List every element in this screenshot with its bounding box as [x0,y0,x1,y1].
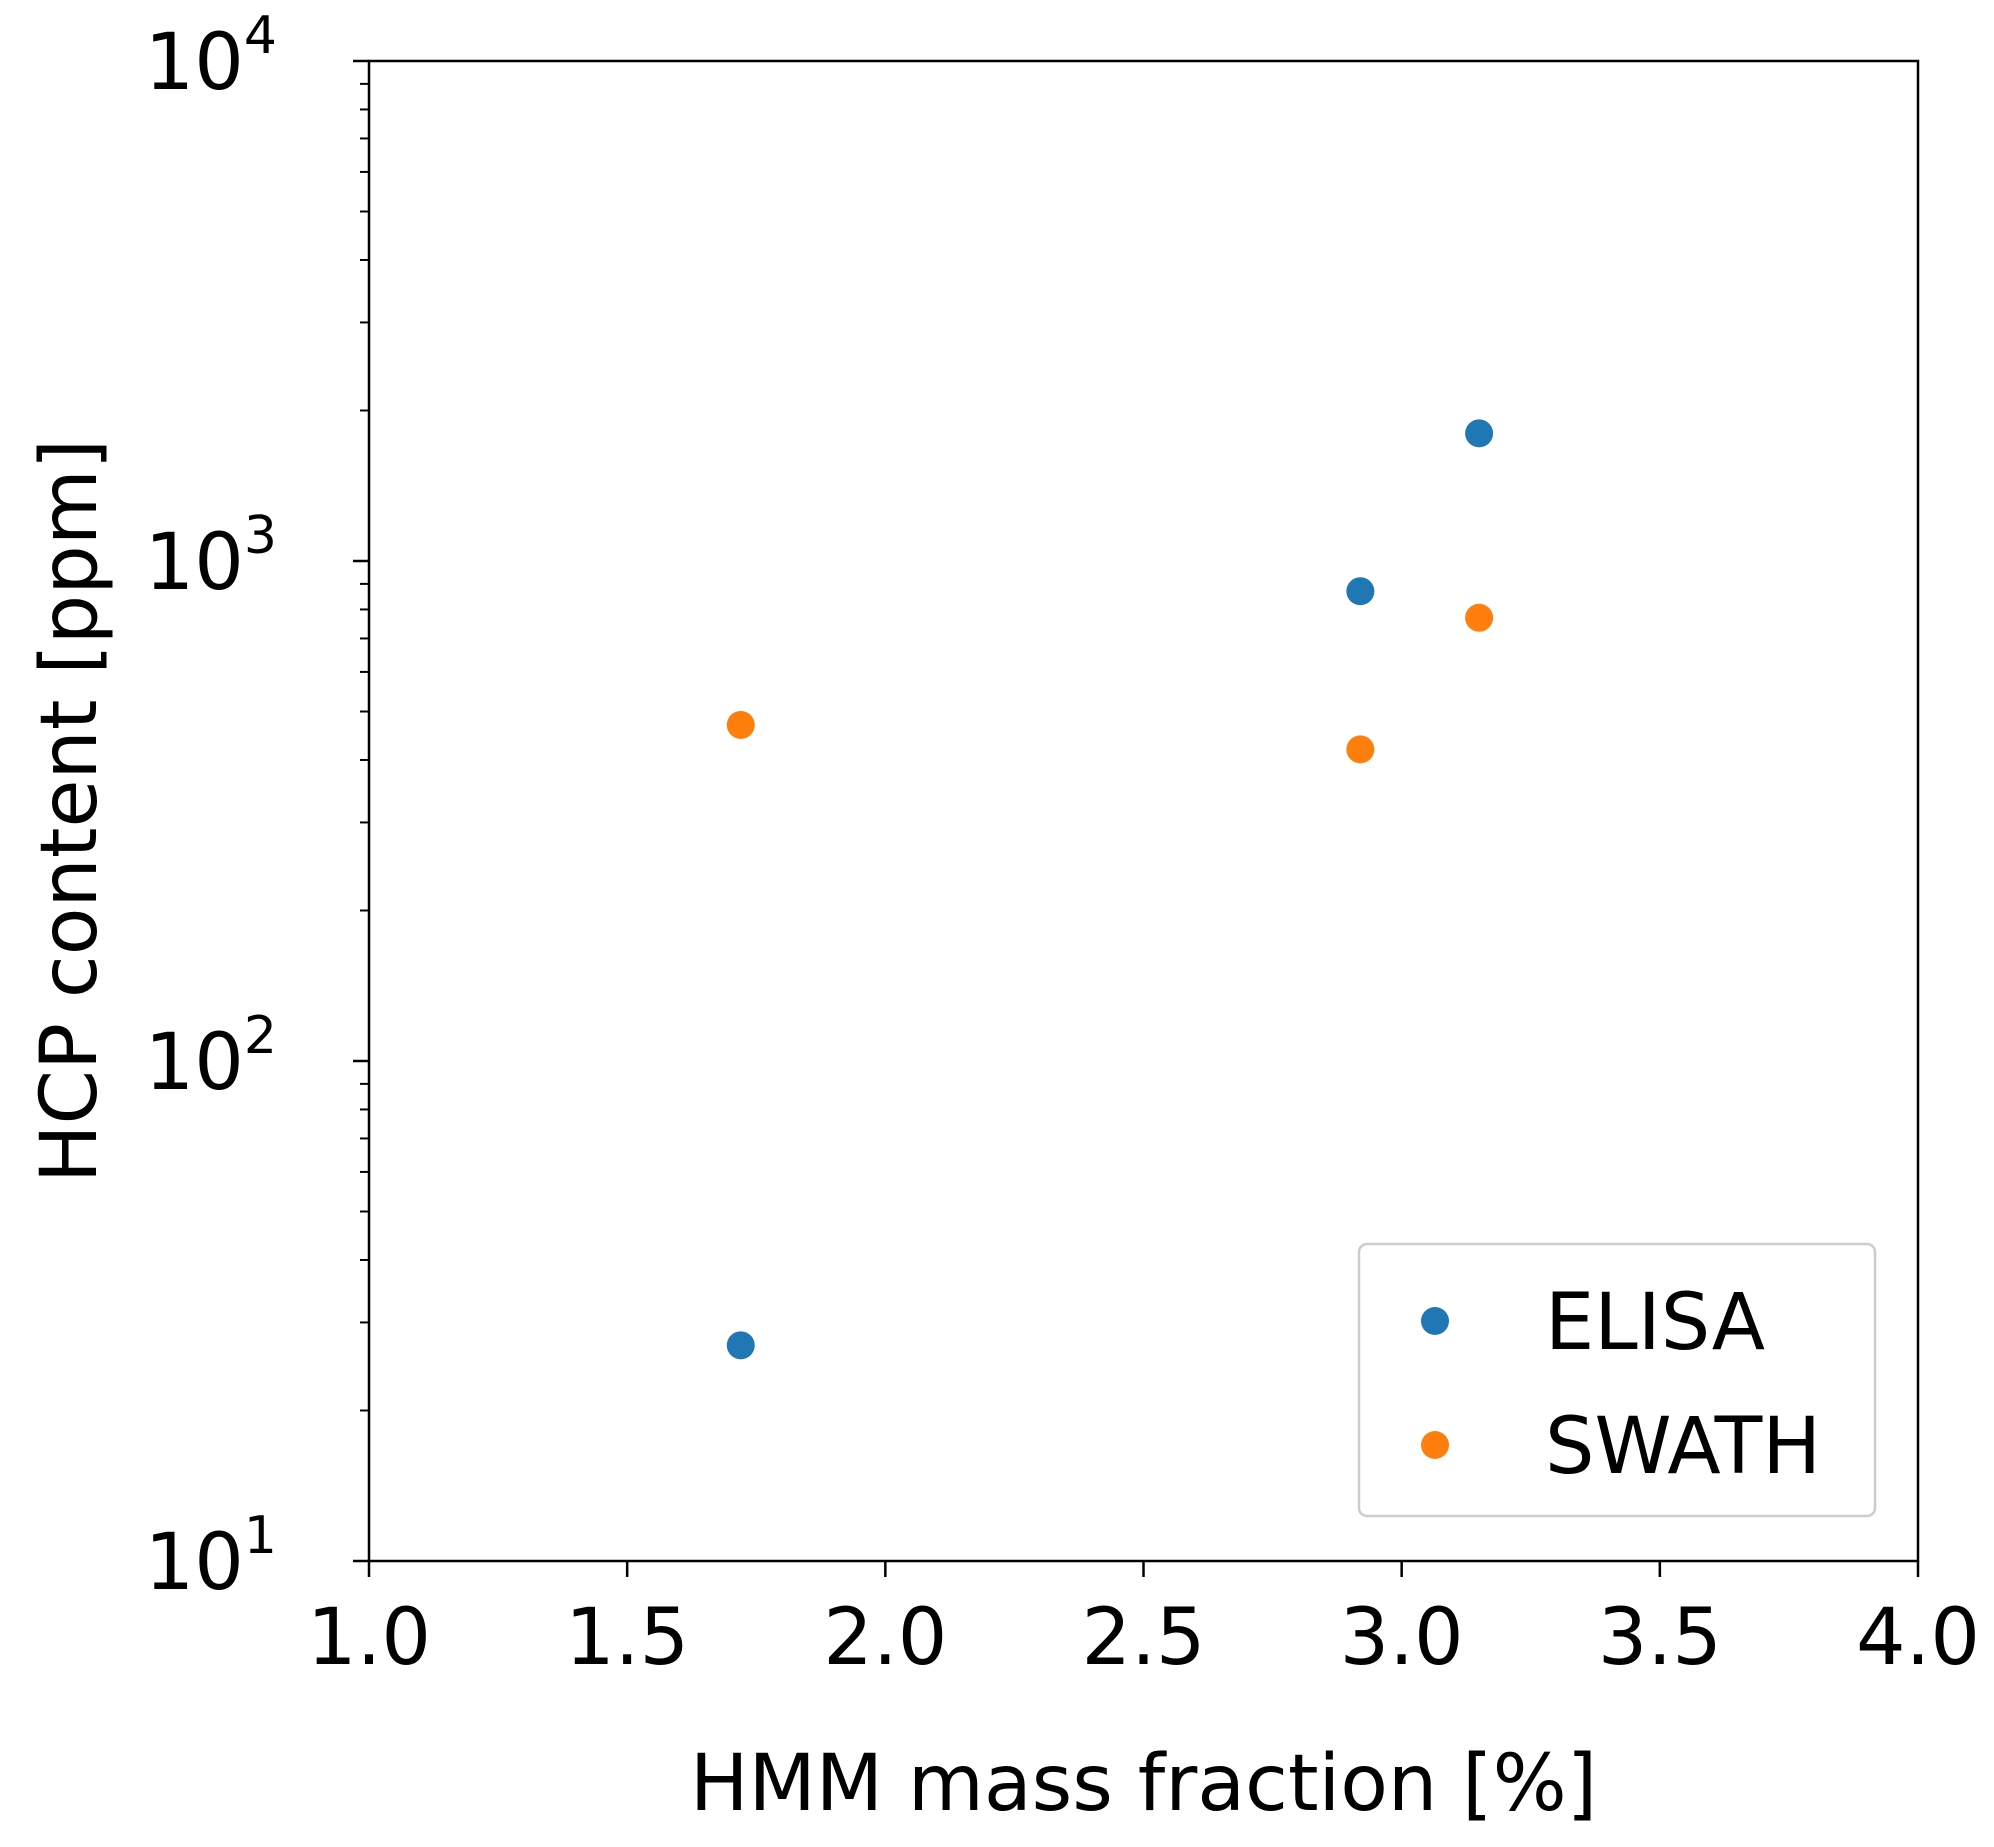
point-swath [1346,735,1375,764]
y-tick-label: 104 [145,6,277,108]
x-tick-label: 4.0 [1856,1593,1980,1683]
legend-label-swath: SWATH [1545,1402,1821,1492]
y-axis-ticks: 101 102 103 104 [145,6,369,1608]
x-axis-label: HMM mass fraction [%] [690,1739,1597,1829]
legend-box [1357,1242,1877,1518]
legend-marker-swath [1421,1431,1449,1459]
y-tick-label: 101 [145,1506,277,1608]
x-tick-label: 2.0 [823,1593,947,1683]
x-tick-label: 1.5 [565,1593,689,1683]
point-swath [726,710,755,739]
y-tick-label: 103 [145,506,277,608]
x-tick-label: 1.0 [307,1593,431,1683]
point-elisa [726,1331,755,1360]
x-tick-label: 3.5 [1598,1593,1722,1683]
x-axis-ticks: 1.0 1.5 2.0 2.5 3.0 3.5 4.0 [307,1561,1980,1683]
point-elisa [1346,577,1375,606]
x-tick-label: 2.5 [1081,1593,1205,1683]
legend-label-elisa: ELISA [1545,1278,1765,1368]
point-swath [1465,603,1494,632]
y-axis-label: HCP content [ppm] [25,439,115,1183]
legend: ELISA SWATH [1357,1242,1877,1518]
point-elisa [1465,419,1494,448]
legend-marker-elisa [1421,1307,1449,1335]
y-tick-label: 102 [145,1006,277,1108]
x-tick-label: 3.0 [1340,1593,1464,1683]
data-points [726,419,1494,1360]
